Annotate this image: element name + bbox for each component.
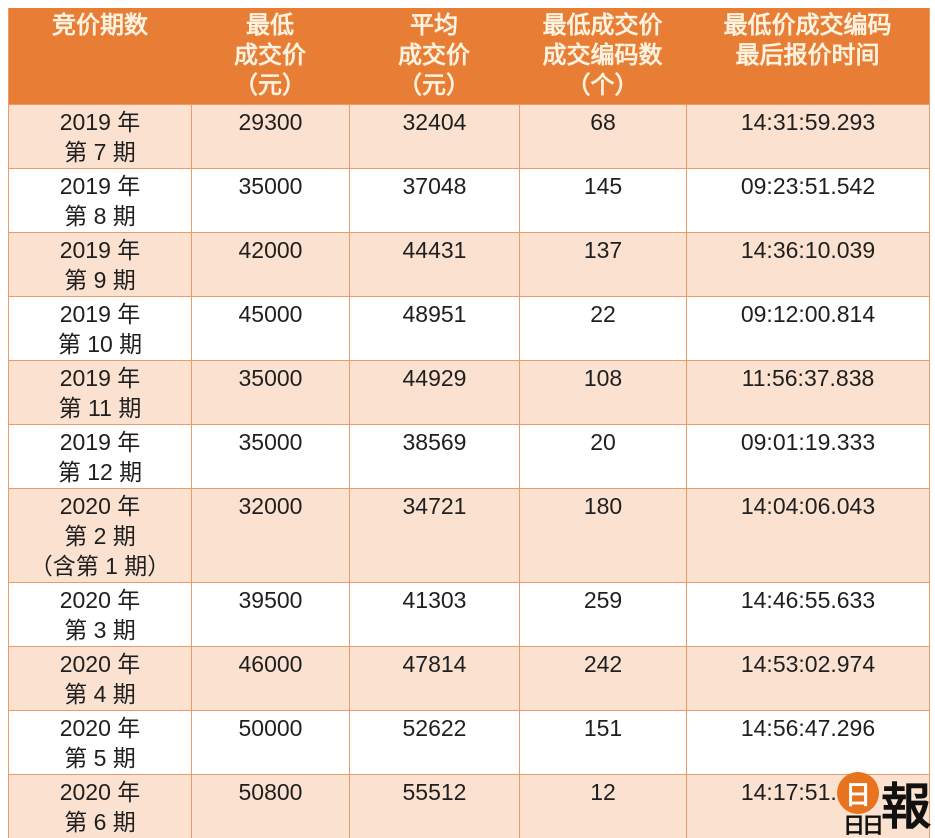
period-cell: 2019 年 第 10 期 xyxy=(57,301,143,357)
period-cell: 2019 年 第 8 期 xyxy=(59,173,141,229)
table-row: 2019 年 第 11 期 35000 44929 108 11:56:37.8… xyxy=(9,360,929,424)
code-count-cell: 242 xyxy=(519,647,686,710)
code-count-cell: 137 xyxy=(519,233,686,296)
table-row: 2019 年 第 10 期 45000 48951 22 09:12:00.81… xyxy=(9,296,929,360)
last-bid-time-cell: 14:46:55.633 xyxy=(686,583,929,646)
table-body: 2019 年 第 7 期 29300 32404 68 14:31:59.293… xyxy=(9,104,929,838)
code-count-cell: 259 xyxy=(519,583,686,646)
table-row: 2020 年 第 2 期 （含第 1 期） 32000 34721 180 14… xyxy=(9,488,929,582)
auction-results-table: 竞价期数 最低 成交价 （元） 平均 成交价 （元） 最低成交价 成交编码数 （… xyxy=(8,8,930,838)
jingbao-newspaper-logo: 日 日日 報 xyxy=(835,772,931,838)
table-row: 2020 年 第 6 期 50800 55512 12 14:17:51.601 xyxy=(9,774,929,838)
header-avg-price: 平均 成交价 （元） xyxy=(398,12,470,99)
period-cell: 2019 年 第 11 期 xyxy=(58,365,142,421)
avg-price-cell: 41303 xyxy=(349,583,519,646)
avg-price-cell: 44929 xyxy=(349,361,519,424)
min-price-cell: 45000 xyxy=(191,297,349,360)
avg-price-cell: 37048 xyxy=(349,169,519,232)
header-last-bid-time: 最低价成交编码 最后报价时间 xyxy=(723,12,892,69)
min-price-cell: 35000 xyxy=(191,425,349,488)
logo-bottom-characters: 日日 xyxy=(843,813,884,838)
period-cell: 2020 年 第 5 期 xyxy=(59,715,141,771)
period-cell: 2020 年 第 2 期 （含第 1 期） xyxy=(29,493,171,579)
logo-bao-character: 報 xyxy=(881,779,931,835)
header-min-price: 最低 成交价 （元） xyxy=(234,12,306,99)
avg-price-cell: 38569 xyxy=(349,425,519,488)
min-price-cell: 39500 xyxy=(191,583,349,646)
avg-price-cell: 48951 xyxy=(349,297,519,360)
table-row: 2019 年 第 7 期 29300 32404 68 14:31:59.293 xyxy=(9,104,929,168)
table-row: 2019 年 第 9 期 42000 44431 137 14:36:10.03… xyxy=(9,232,929,296)
period-cell: 2020 年 第 3 期 xyxy=(59,587,141,643)
avg-price-cell: 47814 xyxy=(349,647,519,710)
table-row: 2019 年 第 12 期 35000 38569 20 09:01:19.33… xyxy=(9,424,929,488)
avg-price-cell: 34721 xyxy=(349,489,519,582)
last-bid-time-cell: 14:56:47.296 xyxy=(686,711,929,774)
avg-price-cell: 55512 xyxy=(349,775,519,838)
period-cell: 2020 年 第 4 期 xyxy=(59,651,141,707)
avg-price-cell: 32404 xyxy=(349,105,519,168)
min-price-cell: 50800 xyxy=(191,775,349,838)
table-row: 2020 年 第 5 期 50000 52622 151 14:56:47.29… xyxy=(9,710,929,774)
last-bid-time-cell: 14:53:02.974 xyxy=(686,647,929,710)
min-price-cell: 35000 xyxy=(191,361,349,424)
code-count-cell: 22 xyxy=(519,297,686,360)
last-bid-time-cell: 09:01:19.333 xyxy=(686,425,929,488)
min-price-cell: 46000 xyxy=(191,647,349,710)
table-header-row: 竞价期数 最低 成交价 （元） 平均 成交价 （元） 最低成交价 成交编码数 （… xyxy=(9,8,929,104)
min-price-cell: 35000 xyxy=(191,169,349,232)
last-bid-time-cell: 09:23:51.542 xyxy=(686,169,929,232)
code-count-cell: 68 xyxy=(519,105,686,168)
last-bid-time-cell: 14:04:06.043 xyxy=(686,489,929,582)
period-cell: 2020 年 第 6 期 xyxy=(59,779,141,835)
table-row: 2020 年 第 4 期 46000 47814 242 14:53:02.97… xyxy=(9,646,929,710)
min-price-cell: 42000 xyxy=(191,233,349,296)
last-bid-time-cell: 14:36:10.039 xyxy=(686,233,929,296)
code-count-cell: 145 xyxy=(519,169,686,232)
last-bid-time-cell: 09:12:00.814 xyxy=(686,297,929,360)
table-row: 2019 年 第 8 期 35000 37048 145 09:23:51.54… xyxy=(9,168,929,232)
code-count-cell: 108 xyxy=(519,361,686,424)
avg-price-cell: 44431 xyxy=(349,233,519,296)
min-price-cell: 29300 xyxy=(191,105,349,168)
code-count-cell: 12 xyxy=(519,775,686,838)
table-row: 2020 年 第 3 期 39500 41303 259 14:46:55.63… xyxy=(9,582,929,646)
last-bid-time-cell: 11:56:37.838 xyxy=(686,361,929,424)
period-cell: 2019 年 第 7 期 xyxy=(59,109,141,165)
period-cell: 2019 年 第 12 期 xyxy=(57,429,143,485)
code-count-cell: 20 xyxy=(519,425,686,488)
code-count-cell: 151 xyxy=(519,711,686,774)
min-price-cell: 50000 xyxy=(191,711,349,774)
period-cell: 2019 年 第 9 期 xyxy=(59,237,141,293)
last-bid-time-cell: 14:31:59.293 xyxy=(686,105,929,168)
min-price-cell: 32000 xyxy=(191,489,349,582)
logo-sun-circle-icon: 日 xyxy=(837,772,879,814)
header-period: 竞价期数 xyxy=(52,12,148,39)
avg-price-cell: 52622 xyxy=(349,711,519,774)
header-code-count: 最低成交价 成交编码数 （个） xyxy=(542,12,663,99)
code-count-cell: 180 xyxy=(519,489,686,582)
